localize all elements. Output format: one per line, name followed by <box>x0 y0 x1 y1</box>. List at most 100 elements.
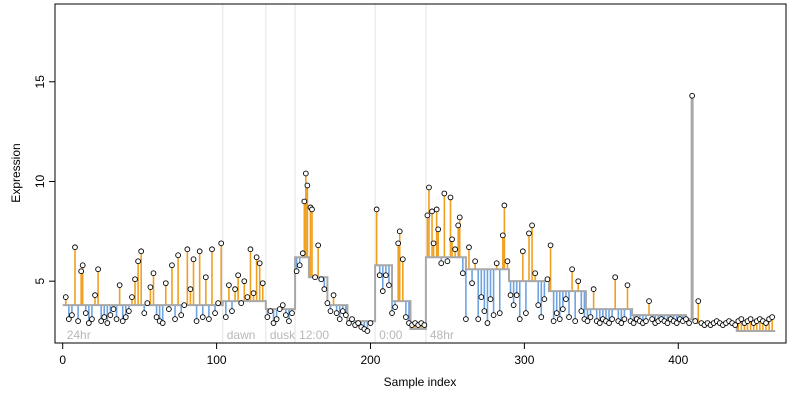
data-point <box>346 320 352 326</box>
data-point <box>452 246 458 253</box>
x-tick-label: 0 <box>59 353 66 367</box>
x-tick-label: 300 <box>514 353 534 367</box>
data-point <box>172 316 178 322</box>
data-point <box>560 306 566 312</box>
data-point <box>333 310 340 316</box>
data-point <box>504 258 511 265</box>
data-point <box>649 316 655 322</box>
data-point <box>309 206 315 213</box>
data-point <box>250 290 257 296</box>
data-point <box>293 268 300 275</box>
data-point <box>286 318 292 324</box>
data-point <box>69 312 75 318</box>
data-point <box>98 318 105 324</box>
data-point <box>330 292 337 298</box>
data-point <box>463 316 469 322</box>
data-point <box>664 320 671 326</box>
data-point <box>132 276 138 283</box>
data-point <box>343 312 349 318</box>
data-point <box>501 202 508 209</box>
data-point <box>175 252 181 259</box>
data-point <box>138 248 145 255</box>
data-point <box>178 312 185 318</box>
data-point <box>395 240 402 247</box>
y-tick-label: 5 <box>33 278 47 285</box>
data-point <box>695 298 702 304</box>
data-point <box>430 240 437 247</box>
fitted-step-line <box>62 256 776 333</box>
data-point <box>181 302 188 308</box>
data-point <box>116 282 123 289</box>
residual-stems <box>64 95 773 332</box>
data-point <box>566 314 572 320</box>
data-point <box>643 318 649 324</box>
data-point <box>199 314 206 320</box>
data-point <box>618 320 625 326</box>
data-point <box>516 316 523 322</box>
data-point <box>747 316 754 322</box>
data-point <box>89 316 95 322</box>
data-point <box>541 296 548 302</box>
data-point <box>324 300 331 306</box>
data-point <box>396 228 403 235</box>
data-point <box>367 320 374 326</box>
x-tick-label: 400 <box>668 353 688 367</box>
data-point <box>612 274 619 281</box>
data-point <box>596 320 603 326</box>
data-point <box>609 316 615 322</box>
data-point <box>318 276 325 283</box>
data-point <box>110 306 117 312</box>
data-point <box>383 272 389 279</box>
data-point <box>147 284 154 291</box>
data-point <box>490 312 497 318</box>
data-point <box>475 316 482 322</box>
data-point <box>150 270 157 277</box>
data-point <box>587 314 594 320</box>
data-point <box>282 312 289 318</box>
data-point <box>241 278 248 285</box>
data-point <box>349 316 355 322</box>
data-point <box>510 302 517 308</box>
data-point <box>590 286 597 293</box>
data-point <box>327 308 334 314</box>
data-point <box>119 318 126 324</box>
data-point <box>301 198 308 205</box>
data-point <box>435 226 442 233</box>
data-point <box>553 310 560 316</box>
data-point <box>575 278 582 285</box>
data-point <box>302 170 309 177</box>
data-point <box>769 314 775 320</box>
data-point <box>206 316 212 322</box>
data-point <box>466 244 472 251</box>
data-point <box>304 182 311 189</box>
data-point <box>532 270 539 277</box>
data-point <box>389 310 395 316</box>
data-point <box>373 206 380 213</box>
data-point <box>481 308 488 314</box>
y-tick-label: 10 <box>33 174 47 188</box>
data-point <box>190 256 197 263</box>
data-point <box>578 308 585 314</box>
data-point <box>499 232 506 239</box>
x-tick-label: 200 <box>360 353 380 367</box>
data-point <box>493 260 500 267</box>
data-point <box>379 288 386 295</box>
segment-label: dusk <box>270 328 296 342</box>
data-point <box>376 272 383 279</box>
data-point <box>215 300 221 306</box>
data-point <box>162 280 169 287</box>
data-point <box>556 316 563 322</box>
data-point <box>523 310 529 316</box>
data-point <box>296 262 303 269</box>
data-point <box>686 320 692 326</box>
data-point <box>646 298 652 304</box>
data-point <box>276 306 283 312</box>
data-point <box>738 316 745 322</box>
x-tick-label: 100 <box>207 353 227 367</box>
data-point <box>563 296 569 302</box>
data-point <box>429 208 435 215</box>
data-point <box>441 190 448 197</box>
data-point <box>253 254 260 261</box>
segment-label: dawn <box>227 328 256 342</box>
data-point <box>95 266 101 273</box>
